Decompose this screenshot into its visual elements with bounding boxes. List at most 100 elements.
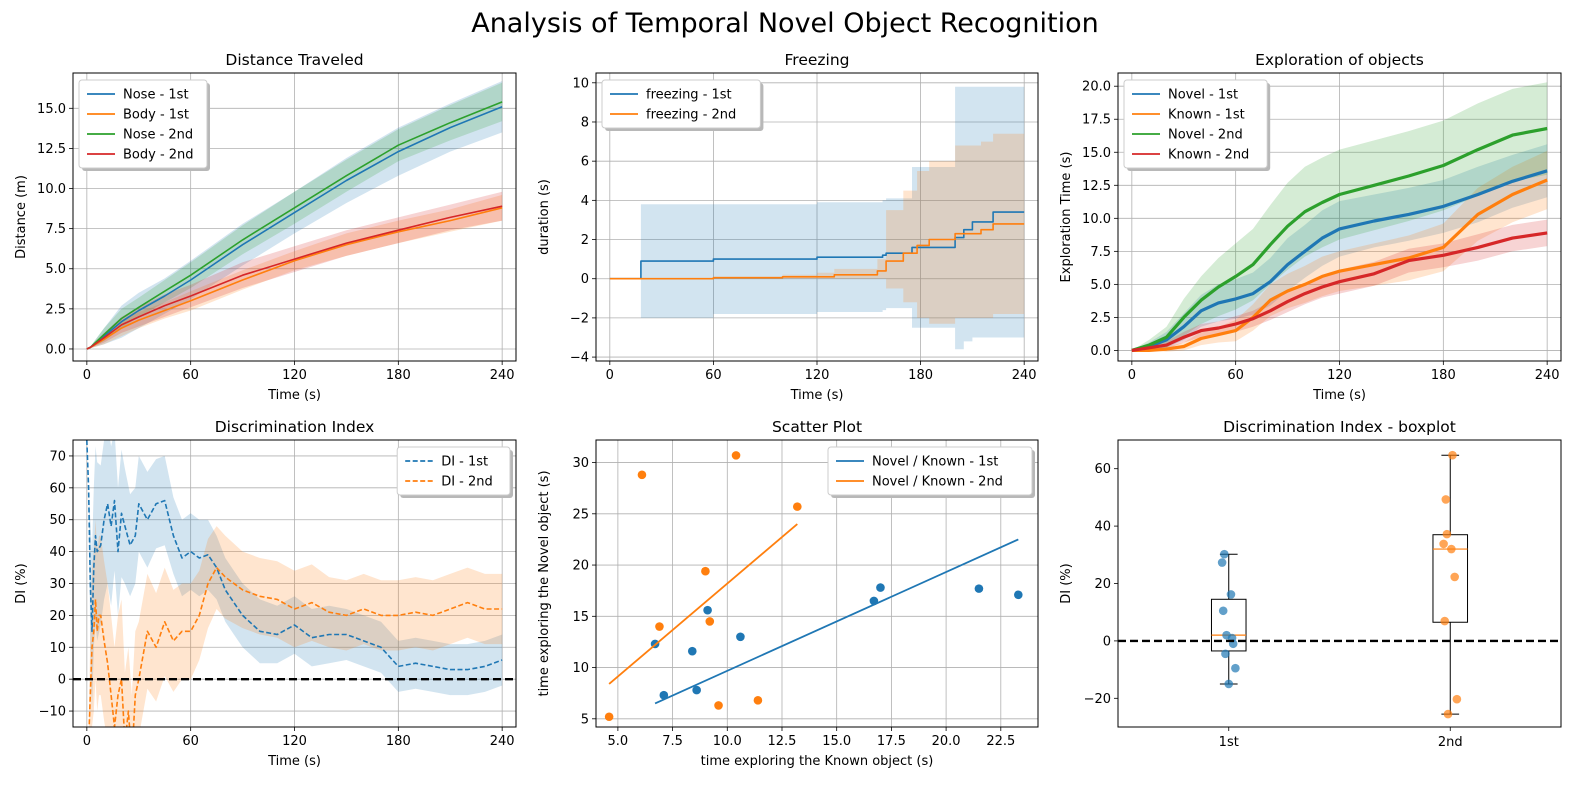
chart-5: 5.0 7.5 10.0 12.5 15.0 17.5 20.0 22.5 5 10 15 20 25 3… (537, 418, 1039, 769)
legend: Nose - 1st Body - 1st Nose - 2nd Body - 2nd (78, 79, 210, 171)
x-tick-label: 120 (1327, 368, 1352, 383)
scatter-point (736, 632, 745, 642)
legend-entry: Known - 1st (1168, 108, 1245, 123)
y-tick-label: −2 (570, 311, 589, 326)
y-tick-label: 20 (49, 609, 66, 624)
y-tick-label: 5.0 (45, 262, 66, 277)
axes-frame (595, 439, 1039, 728)
data-point (1218, 606, 1228, 616)
confidence-band (86, 194, 503, 349)
x-tick-label: 60 (182, 368, 199, 383)
x-tick-label: 17.5 (877, 734, 906, 749)
scatter-point (793, 502, 802, 511)
x-axis-label: Time (s) (790, 388, 844, 403)
x-axis-label: Time (s) (267, 388, 321, 403)
legend-box (601, 79, 761, 129)
legend-entry: DI - 1st (441, 455, 488, 470)
plot-area (1131, 82, 1548, 352)
legend-entry: Body - 1st (123, 108, 189, 123)
legend-entry: Novel / Known - 1st (872, 455, 998, 470)
data-point (1224, 679, 1234, 689)
y-tick-label: 2.5 (1090, 311, 1111, 326)
data-point (1450, 572, 1459, 582)
y-tick-label: 0 (1103, 634, 1111, 649)
confidence-band (88, 519, 503, 727)
data-point (1452, 694, 1462, 704)
legend-entry: DI - 2nd (441, 475, 493, 490)
series-line (1131, 126, 1548, 352)
y-axis-label: duration (s) (537, 179, 552, 255)
x-tick-label: 0 (83, 734, 91, 749)
y-tick-label: 6 (581, 155, 589, 170)
y-tick-label: 15.0 (37, 102, 66, 117)
confidence-band (86, 440, 503, 712)
plot-area (73, 440, 516, 727)
x-tick-label: 120 (805, 368, 830, 383)
y-tick-label: 0 (581, 272, 589, 287)
axes-frame (72, 439, 517, 728)
x-tick-label: 0 (606, 368, 614, 383)
x-tick-label: 22.5 (986, 734, 1015, 749)
y-tick-label: −4 (570, 351, 589, 366)
scatter-point (703, 605, 712, 615)
confidence-band (86, 81, 503, 349)
y-tick-label: 10 (572, 661, 589, 676)
series-line (1131, 178, 1548, 352)
y-tick-label: 50 (49, 513, 66, 528)
y-tick-label: 20.0 (1082, 80, 1111, 95)
confidence-band (1131, 219, 1548, 351)
y-tick-label: 12.5 (1082, 179, 1111, 194)
legend-entry: freezing - 2nd (646, 108, 736, 123)
data-point (1447, 544, 1456, 554)
y-tick-label: 15.0 (1082, 146, 1111, 161)
data-point (1439, 539, 1448, 549)
legend-entry: Body - 2nd (123, 148, 194, 163)
legend-entry: freezing - 1st (646, 88, 732, 103)
y-tick-label: 4 (581, 194, 589, 209)
y-tick-label: 70 (49, 449, 66, 464)
data-point (1221, 649, 1230, 659)
legend-entry: Nose - 1st (123, 88, 189, 103)
x-tick-label: 120 (282, 734, 307, 749)
y-tick-label: 7.5 (1090, 245, 1111, 260)
x-tick-label: 0 (1128, 368, 1136, 383)
scatter-point (753, 696, 763, 705)
scatter-point (692, 685, 701, 695)
x-tick-label: 240 (490, 368, 515, 383)
y-tick-label: 30 (49, 577, 66, 592)
legend: Novel - 1st Known - 1st Novel - 2nd Known -… (1123, 79, 1271, 171)
x-axis-label: time exploring the Known object (s) (701, 754, 934, 769)
y-tick-label: 0.0 (1090, 344, 1111, 359)
y-tick-label: 10.0 (37, 182, 66, 197)
y-tick-label: 10.0 (1082, 212, 1111, 227)
data-point (1448, 450, 1457, 460)
legend-box (396, 446, 511, 496)
y-axis-label: DI (%) (14, 563, 29, 603)
legend: Novel / Known - 1st Novel / Known - 2nd (827, 446, 1035, 498)
scatter-point (701, 566, 710, 576)
data-point (1442, 529, 1452, 539)
y-tick-label: 10 (49, 641, 66, 656)
x-axis-label: Time (s) (1312, 388, 1366, 403)
y-tick-label: 5 (581, 712, 589, 727)
y-tick-label: 20 (1094, 577, 1111, 592)
legend-box (78, 79, 208, 169)
figure-title: Analysis of Temporal Novel Object Recogn… (471, 8, 1099, 39)
y-tick-label: 20 (572, 559, 589, 574)
y-tick-label: 8 (581, 115, 589, 130)
legend-entry: Novel - 2nd (1168, 128, 1243, 143)
y-tick-label: −10 (39, 705, 66, 720)
confidence-band (1131, 82, 1548, 351)
confidence-band (1131, 150, 1548, 352)
plot-area (86, 81, 503, 350)
legend: freezing - 1st freezing - 2nd (601, 79, 764, 131)
confidence-band (86, 82, 503, 349)
data-point (1440, 616, 1450, 626)
axes-title: Discrimination Index - boxplot (1223, 418, 1456, 436)
x-tick-label: 60 (705, 368, 722, 383)
axes-frame (1117, 72, 1562, 362)
scatter-point (637, 470, 647, 480)
x-tick-label: 1st (1219, 735, 1239, 750)
axes-title: Scatter Plot (772, 418, 862, 436)
y-axis-label: Distance (m) (14, 175, 29, 259)
